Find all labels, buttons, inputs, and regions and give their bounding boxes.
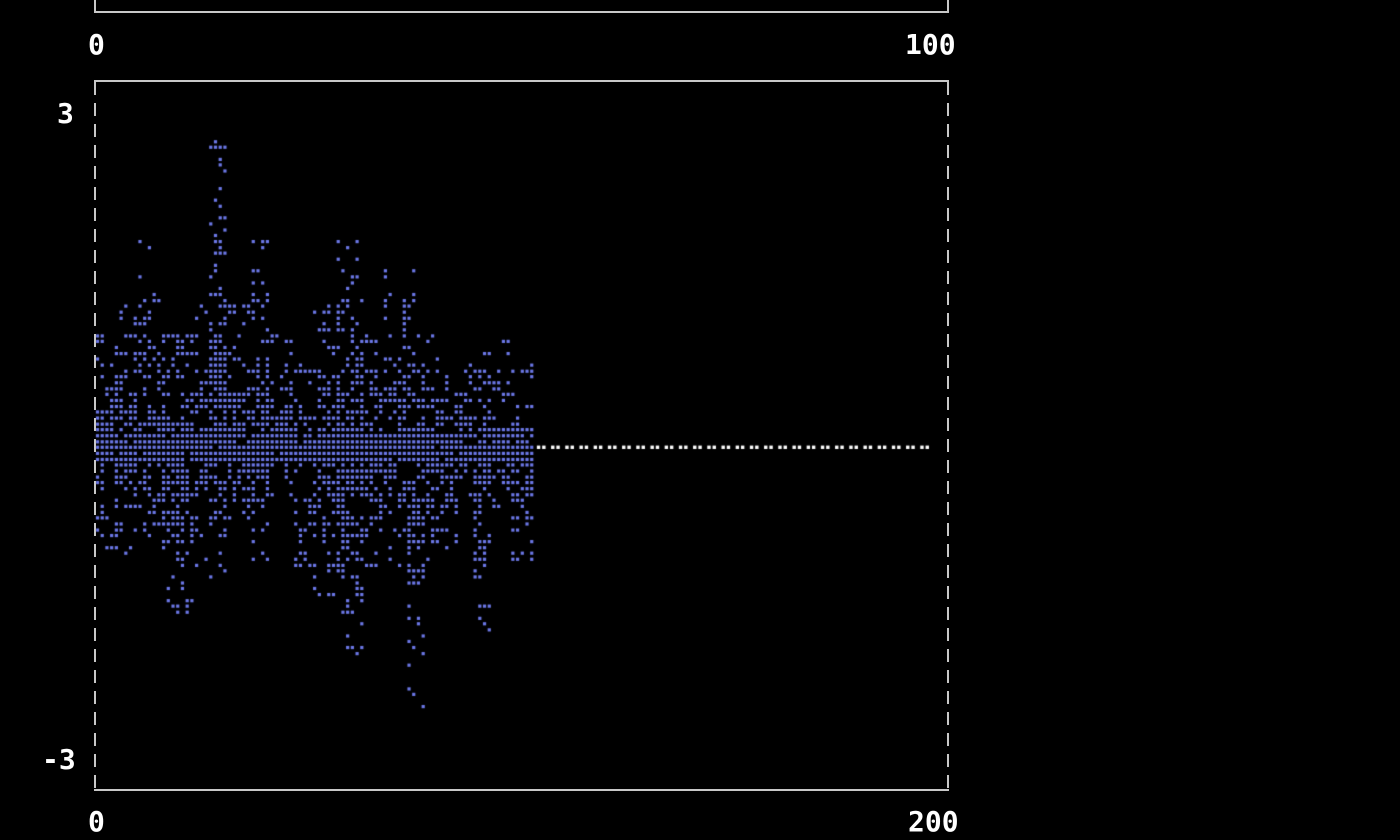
y-axis-tick-min: -3 xyxy=(42,743,76,776)
main-plot-frame-left-dashed-edge xyxy=(94,82,96,789)
main-plot-frame-right-dashed-edge xyxy=(947,82,949,789)
main-plot-frame xyxy=(94,80,949,791)
previous-plot-frame-bottom xyxy=(94,0,949,13)
x-axis-tick-min: 0 xyxy=(88,805,105,838)
x-axis-tick-max: 200 xyxy=(908,805,959,838)
previous-plot-x-tick-min: 0 xyxy=(88,28,105,61)
y-axis-tick-max: 3 xyxy=(57,97,74,130)
previous-plot-x-tick-max: 100 xyxy=(905,28,956,61)
